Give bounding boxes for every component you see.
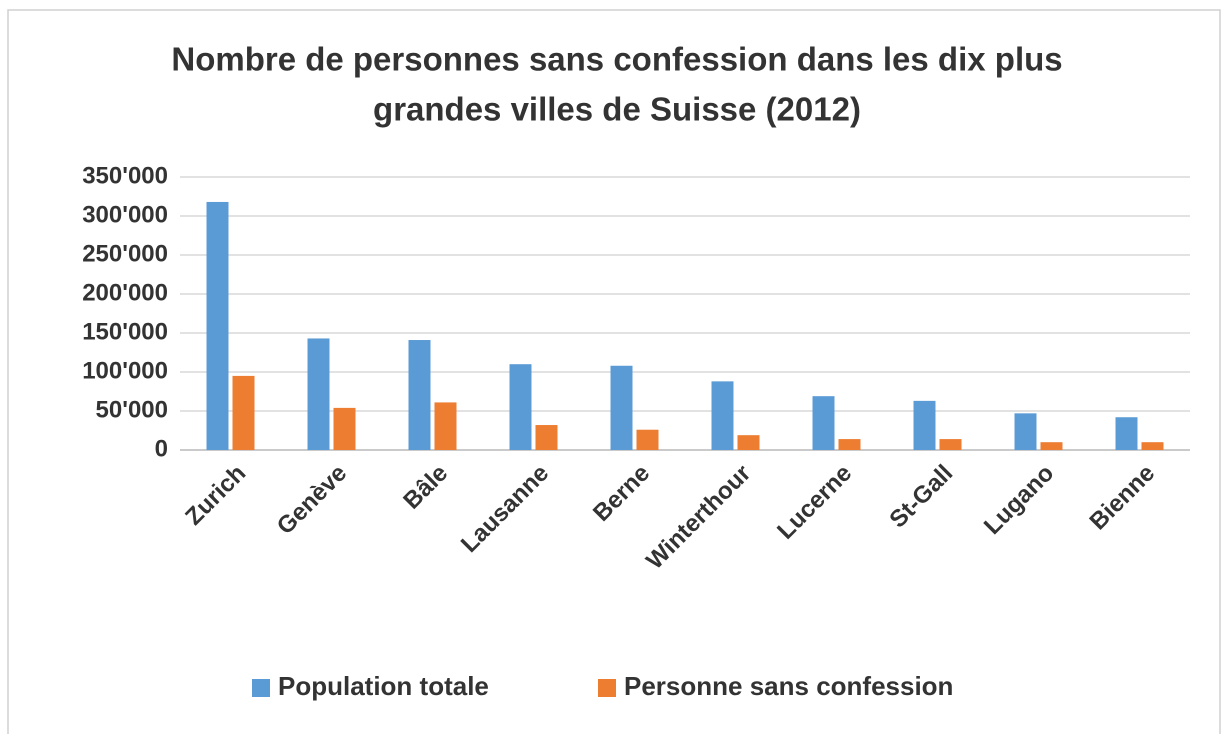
chart-title: grandes villes de Suisse (2012) — [373, 91, 861, 128]
y-tick-label: 0 — [155, 435, 168, 462]
bar — [1040, 442, 1063, 450]
y-tick-label: 250'000 — [82, 240, 168, 267]
legend-swatch — [252, 679, 270, 697]
bar — [939, 439, 962, 450]
bar — [711, 381, 734, 450]
bar — [307, 338, 330, 450]
y-tick-label: 200'000 — [82, 279, 168, 306]
bar — [737, 435, 760, 450]
bar — [913, 400, 936, 450]
bar — [636, 429, 659, 450]
legend-swatch — [598, 679, 616, 697]
bar — [535, 425, 558, 450]
bar — [1141, 442, 1164, 450]
y-tick-label: 300'000 — [82, 201, 168, 228]
y-tick-label: 150'000 — [82, 318, 168, 345]
bar — [509, 364, 532, 450]
bar — [812, 396, 835, 450]
chart-title: Nombre de personnes sans confession dans… — [171, 41, 1062, 78]
bar — [232, 375, 255, 450]
legend-label: Population totale — [278, 671, 489, 701]
bar — [610, 365, 633, 450]
bar — [434, 402, 457, 450]
bar — [333, 407, 356, 450]
y-tick-label: 100'000 — [82, 357, 168, 384]
bar — [1014, 413, 1037, 450]
bar — [1115, 417, 1138, 450]
y-tick-label: 350'000 — [82, 162, 168, 189]
bar — [206, 201, 229, 450]
y-tick-label: 50'000 — [96, 396, 168, 423]
legend-label: Personne sans confession — [624, 671, 953, 701]
bar — [838, 439, 861, 450]
bar — [408, 340, 431, 450]
